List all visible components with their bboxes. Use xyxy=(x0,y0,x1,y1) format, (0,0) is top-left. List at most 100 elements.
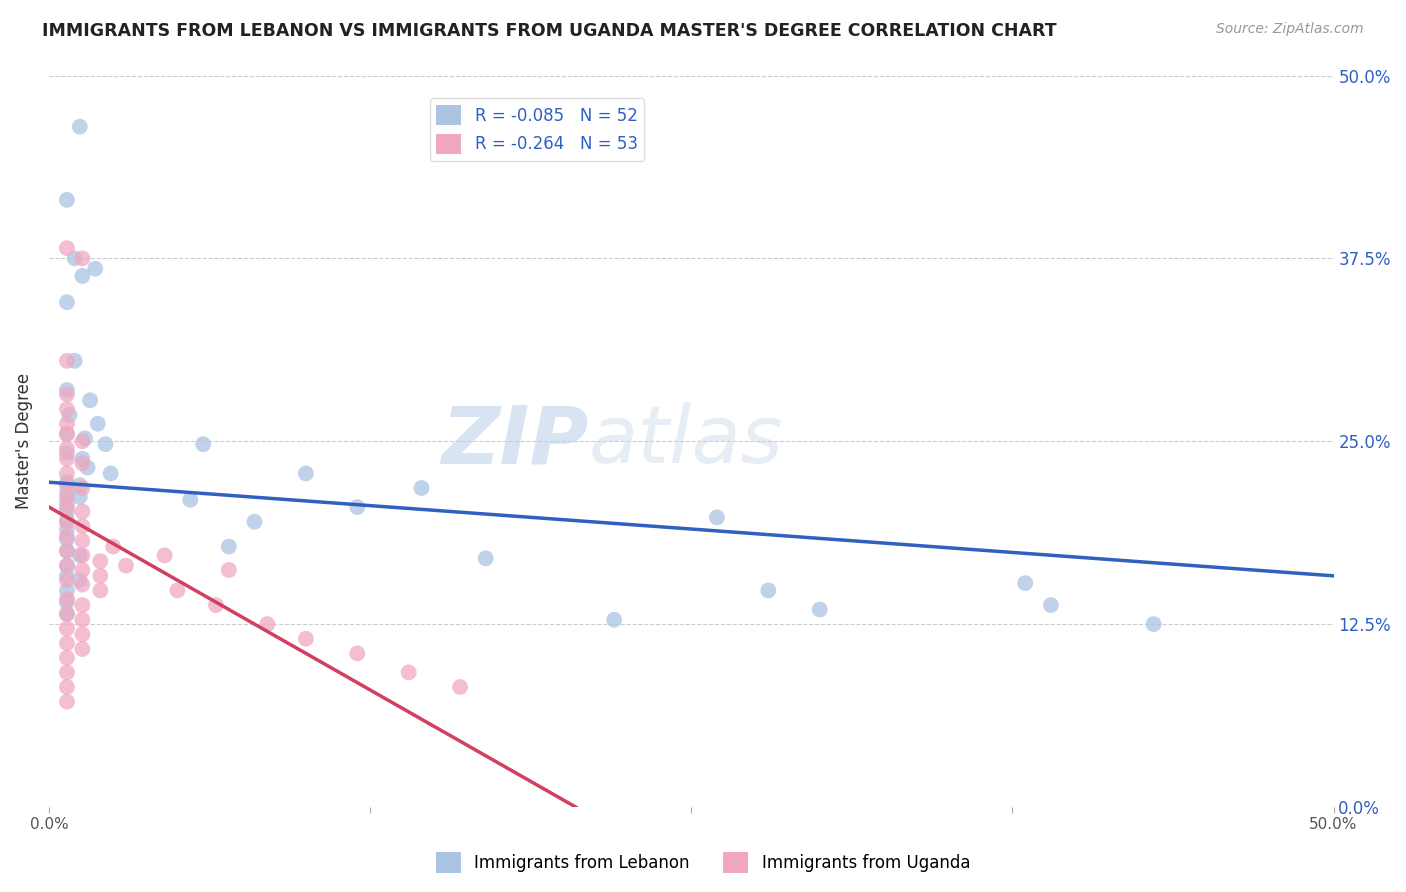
Point xyxy=(56,607,79,621)
Point xyxy=(295,632,318,646)
Text: atlas: atlas xyxy=(589,402,783,480)
Point xyxy=(72,519,94,533)
Point xyxy=(56,695,79,709)
Point xyxy=(56,665,79,680)
Point xyxy=(218,540,240,554)
Y-axis label: Master's Degree: Master's Degree xyxy=(15,373,32,509)
Point xyxy=(603,613,626,627)
Point xyxy=(69,549,91,563)
Point xyxy=(56,569,79,583)
Legend: R = -0.085   N = 52, R = -0.264   N = 53: R = -0.085 N = 52, R = -0.264 N = 53 xyxy=(430,98,644,161)
Point xyxy=(63,353,86,368)
Point xyxy=(56,467,79,481)
Point xyxy=(72,434,94,449)
Point xyxy=(100,467,122,481)
Point xyxy=(72,613,94,627)
Point xyxy=(398,665,420,680)
Point xyxy=(58,408,80,422)
Point xyxy=(72,549,94,563)
Point xyxy=(56,426,79,441)
Point xyxy=(72,627,94,641)
Point xyxy=(69,120,91,134)
Point xyxy=(56,496,79,510)
Point xyxy=(56,636,79,650)
Point xyxy=(56,295,79,310)
Point xyxy=(218,563,240,577)
Point xyxy=(474,551,496,566)
Point xyxy=(56,544,79,558)
Point xyxy=(1143,617,1166,632)
Point xyxy=(56,558,79,573)
Point xyxy=(56,446,79,460)
Point xyxy=(256,617,278,632)
Point xyxy=(56,622,79,636)
Point xyxy=(69,490,91,504)
Point xyxy=(56,193,79,207)
Point xyxy=(63,252,86,266)
Text: Source: ZipAtlas.com: Source: ZipAtlas.com xyxy=(1216,22,1364,37)
Point xyxy=(72,598,94,612)
Point xyxy=(56,500,79,514)
Point xyxy=(56,595,79,609)
Point xyxy=(56,475,79,490)
Point xyxy=(56,241,79,255)
Point xyxy=(56,522,79,536)
Point xyxy=(808,602,831,616)
Point xyxy=(56,504,79,518)
Point xyxy=(56,353,79,368)
Point xyxy=(73,431,96,445)
Point xyxy=(56,513,79,527)
Point xyxy=(72,642,94,657)
Point xyxy=(72,252,94,266)
Point xyxy=(94,437,117,451)
Point xyxy=(56,485,79,500)
Point xyxy=(56,592,79,607)
Point xyxy=(449,680,471,694)
Point xyxy=(153,549,176,563)
Point xyxy=(56,680,79,694)
Point xyxy=(56,478,79,492)
Point xyxy=(56,650,79,665)
Text: ZIP: ZIP xyxy=(441,402,589,480)
Point xyxy=(84,261,107,276)
Point xyxy=(166,583,188,598)
Point xyxy=(1039,598,1062,612)
Point xyxy=(205,598,228,612)
Point xyxy=(72,504,94,518)
Point xyxy=(72,268,94,283)
Point xyxy=(179,492,201,507)
Point xyxy=(72,481,94,495)
Point xyxy=(56,402,79,417)
Point xyxy=(72,451,94,466)
Point xyxy=(56,573,79,587)
Point xyxy=(56,515,79,529)
Point xyxy=(56,583,79,598)
Point xyxy=(1014,576,1036,591)
Point xyxy=(79,393,101,408)
Point xyxy=(295,467,318,481)
Text: IMMIGRANTS FROM LEBANON VS IMMIGRANTS FROM UGANDA MASTER'S DEGREE CORRELATION CH: IMMIGRANTS FROM LEBANON VS IMMIGRANTS FR… xyxy=(42,22,1057,40)
Point xyxy=(243,515,266,529)
Point xyxy=(56,529,79,543)
Legend: Immigrants from Lebanon, Immigrants from Uganda: Immigrants from Lebanon, Immigrants from… xyxy=(429,846,977,880)
Point xyxy=(89,569,111,583)
Point xyxy=(76,460,98,475)
Point xyxy=(706,510,728,524)
Point xyxy=(56,533,79,547)
Point xyxy=(56,426,79,441)
Point xyxy=(756,583,779,598)
Point xyxy=(56,607,79,621)
Point xyxy=(56,417,79,431)
Point xyxy=(72,577,94,591)
Point xyxy=(72,563,94,577)
Point xyxy=(346,500,368,514)
Point xyxy=(72,456,94,470)
Point xyxy=(56,451,79,466)
Point xyxy=(191,437,214,451)
Point xyxy=(56,544,79,558)
Point xyxy=(411,481,433,495)
Point xyxy=(56,383,79,397)
Point xyxy=(69,478,91,492)
Point xyxy=(346,646,368,660)
Point xyxy=(69,573,91,587)
